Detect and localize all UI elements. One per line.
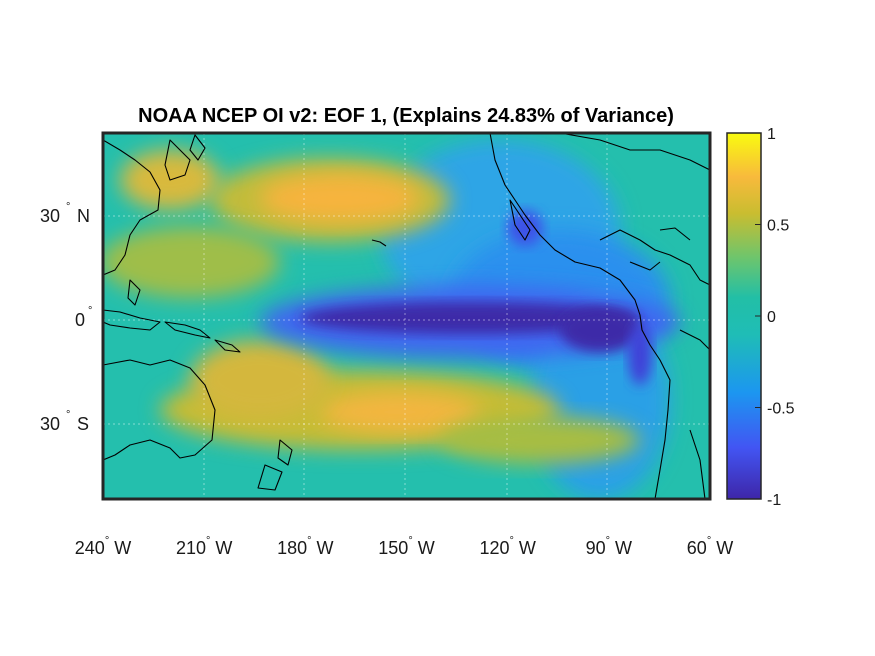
- chart-title: NOAA NCEP OI v2: EOF 1, (Explains 24.83%…: [138, 105, 674, 127]
- sst-heatmap: [103, 133, 710, 499]
- x-tick-label: 90° W: [586, 535, 632, 558]
- x-tick-label: 60° W: [687, 535, 733, 558]
- colorbar-tick-label: -1: [767, 492, 781, 509]
- y-tick-hemi: N: [77, 206, 90, 226]
- colorbar-tick-label: 0.5: [767, 218, 789, 235]
- x-tick-label: 180° W: [277, 535, 333, 558]
- x-tick-label: 150° W: [378, 535, 434, 558]
- degree-symbol: °: [66, 409, 70, 421]
- colorbar: 1 0.5 0 -0.5 -1: [726, 126, 795, 509]
- y-tick-hemi: S: [77, 414, 89, 434]
- colorbar-tick-label: 0: [767, 309, 776, 326]
- x-axis-labels: 240° W 210° W 180° W 150° W 120° W 90° W 60° W: [75, 535, 733, 558]
- x-tick-label: 120° W: [479, 535, 535, 558]
- y-tick-label: 30: [40, 206, 60, 226]
- x-tick-label: 210° W: [176, 535, 232, 558]
- map-frame: [101, 131, 712, 501]
- y-axis-labels: 30 ° N 0 ° 30 ° S: [40, 201, 92, 434]
- colorbar-tick-label: -0.5: [767, 401, 795, 418]
- degree-symbol: °: [88, 305, 92, 317]
- y-tick-label: 0: [75, 310, 85, 330]
- coastlines: [103, 133, 710, 499]
- colorbar-tick-label: 1: [767, 126, 776, 143]
- degree-symbol: °: [66, 201, 70, 213]
- y-tick-label: 30: [40, 414, 60, 434]
- x-tick-label: 240° W: [75, 535, 131, 558]
